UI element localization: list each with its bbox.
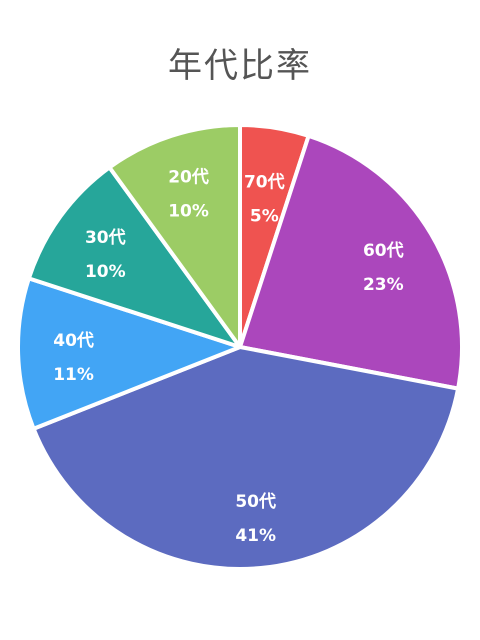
slice-category-label: 70代 — [244, 172, 285, 193]
slice-category-label: 50代 — [235, 491, 276, 512]
pie-slice-30代 — [26, 165, 242, 349]
pie-slice-50代 — [31, 345, 461, 571]
slice-percent-label: 10% — [85, 262, 126, 282]
pie-slice-40代 — [16, 276, 242, 431]
slice-percent-label: 10% — [168, 202, 209, 222]
slice-percent-label: 11% — [53, 365, 94, 385]
slice-category-label: 30代 — [85, 227, 126, 248]
slice-percent-label: 23% — [363, 275, 404, 295]
slice-category-label: 20代 — [168, 167, 209, 188]
pie-slice-20代 — [107, 123, 242, 349]
slice-percent-label: 41% — [235, 526, 276, 546]
slice-category-label: 60代 — [363, 240, 404, 261]
slice-category-label: 40代 — [53, 330, 94, 351]
chart-title: 年代比率 — [168, 46, 312, 86]
pie-slice-60代 — [238, 133, 464, 391]
slice-percent-label: 5% — [250, 207, 279, 227]
